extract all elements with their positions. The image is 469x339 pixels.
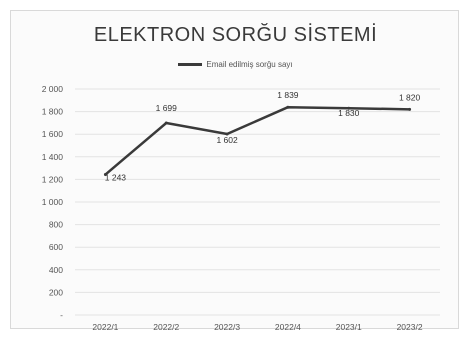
data-point [225, 132, 229, 136]
data-point [408, 107, 412, 111]
y-tick-label: 800 [49, 220, 63, 230]
chart-frame: ELEKTRON SORĞU SİSTEMİ Email edilmiş sor… [10, 10, 459, 329]
y-tick-label: 400 [49, 265, 63, 275]
x-tick-label: 2022/4 [275, 322, 301, 332]
legend-label: Email edilmiş sorğu sayı [206, 60, 293, 69]
data-label: 1 820 [399, 92, 421, 102]
data-label: 1 839 [277, 90, 299, 100]
data-label: 1 830 [338, 108, 360, 118]
data-point [286, 105, 290, 109]
x-tick-label: 2023/1 [336, 322, 362, 332]
data-label: 1 699 [156, 103, 178, 113]
y-tick-label: 1 400 [42, 152, 64, 162]
y-tick-label: - [60, 310, 63, 320]
x-tick-label: 2022/3 [214, 322, 240, 332]
y-tick-label: 1 600 [42, 129, 64, 139]
chart-legend: Email edilmiş sorğu sayı [11, 60, 460, 69]
chart-title: ELEKTRON SORĞU SİSTEMİ [93, 24, 378, 46]
data-point [103, 173, 107, 177]
data-label: 1 602 [216, 135, 238, 145]
x-tick-label: 2023/2 [397, 322, 423, 332]
data-point [164, 121, 168, 125]
data-label: 1 243 [105, 173, 127, 183]
y-tick-label: 200 [49, 287, 63, 297]
y-tick-label: 1 200 [42, 174, 64, 184]
y-tick-label: 600 [49, 242, 63, 252]
series-line [104, 105, 410, 176]
y-tick-label: 1 800 [42, 107, 64, 117]
legend-line-swatch [178, 63, 203, 66]
x-tick-label: 2022/1 [92, 322, 118, 332]
y-tick-label: 1 000 [42, 197, 64, 207]
x-tick-label: 2022/2 [153, 322, 179, 332]
data-point [347, 106, 351, 110]
y-tick-label: 2 000 [42, 84, 64, 94]
